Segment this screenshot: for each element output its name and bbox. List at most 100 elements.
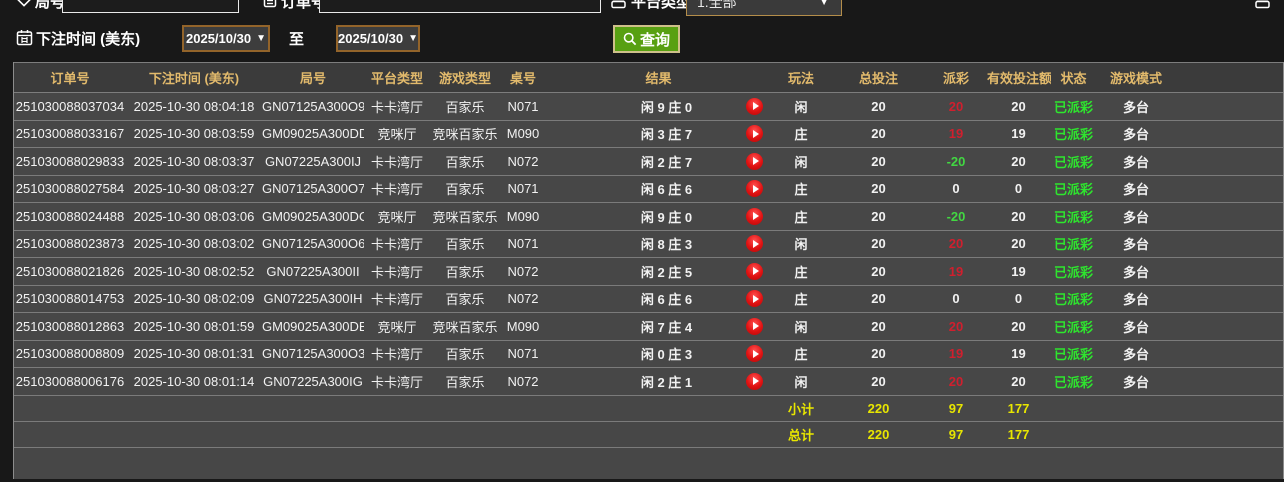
cell-bet-time: 2025-10-30 08:03:59: [126, 120, 262, 148]
cell-platform: 卡卡湾厅: [364, 340, 430, 368]
cell-platform: 卡卡湾厅: [364, 147, 430, 176]
cell-platform: 卡卡湾厅: [364, 367, 430, 396]
play-video-button[interactable]: [746, 290, 763, 308]
clipboard-icon: [262, 0, 278, 8]
table-row: 251030088037034 2025-10-30 08:04:18 GN0712…: [14, 92, 1283, 121]
cell-payout: 19: [926, 257, 986, 286]
col-header-8: 玩法: [771, 62, 831, 93]
cell-order-id: 251030088008809: [14, 340, 126, 368]
cell-total-bet: 20: [831, 340, 926, 368]
play-video-button[interactable]: [746, 262, 763, 280]
cell-filler: [1176, 147, 1283, 176]
cell-table-no: M090: [500, 120, 546, 148]
query-button-label: 查询: [640, 31, 671, 49]
cell-game-mode: 多台: [1096, 120, 1176, 148]
cell-payout: 19: [926, 120, 986, 148]
empty-row: [14, 447, 1283, 482]
play-video-button[interactable]: [746, 372, 763, 390]
query-button[interactable]: 查询: [613, 25, 681, 53]
cell-payout: 0: [926, 175, 986, 203]
cell-filler: [1176, 312, 1283, 341]
cell-platform: 竞咪厅: [364, 202, 430, 231]
platform-type-select[interactable]: 1.全部 ▼: [686, 0, 842, 16]
cell-round-id: GN07125A300O3: [262, 340, 364, 368]
cell-order-id: 251030088012863: [14, 312, 126, 341]
cell-total-bet: 20: [831, 257, 926, 286]
play-video-button[interactable]: [746, 180, 763, 198]
result-text: 闲 9 庄 0: [640, 209, 693, 225]
result-text: 闲 2 庄 1: [640, 374, 693, 390]
table-header-row: 订单号 下注时间 (美东) 局号 平台类型 游戏类型 桌号 结果 玩法 总投注 派彩 有效投注额 状态…: [14, 62, 1283, 93]
cell-game-type: 竞咪百家乐: [430, 312, 500, 341]
cell-table-no: N072: [500, 147, 546, 176]
play-video-button[interactable]: [746, 317, 763, 335]
cell-platform: 卡卡湾厅: [364, 230, 430, 258]
date-to-separator: 至: [289, 31, 305, 48]
cell-game-type: 竞咪百家乐: [430, 120, 500, 148]
platform-type-icon: [610, 0, 627, 9]
round-number-input[interactable]: [62, 0, 239, 13]
cell-game-mode: 多台: [1096, 147, 1176, 176]
cell-order-id: 251030088021826: [14, 257, 126, 286]
play-video-button[interactable]: [746, 345, 763, 363]
play-video-button[interactable]: [746, 235, 763, 253]
table-row: 251030088023873 2025-10-30 08:03:02 GN0712…: [14, 230, 1283, 258]
cell-game-mode: 多台: [1096, 312, 1176, 341]
table-row: 251030088012863 2025-10-30 08:01:59 GM0902…: [14, 312, 1283, 341]
date-to-select[interactable]: 2025/10/30 ▼: [336, 25, 420, 52]
col-header-9: 总投注: [831, 62, 926, 93]
cell-status: 已派彩: [1051, 340, 1096, 368]
play-video-button[interactable]: [746, 152, 763, 170]
cell-round-id: GN07225A300IJ: [262, 147, 364, 176]
cell-order-id: 251030088029833: [14, 147, 126, 176]
cell-result: 闲 2 庄 5: [546, 257, 771, 286]
cell-game-type: 百家乐: [430, 257, 500, 286]
cell-play: 庄: [771, 120, 831, 148]
cell-order-id: 251030088006176: [14, 367, 126, 396]
cell-table-no: N071: [500, 230, 546, 258]
col-header-2: 下注时间 (美东): [126, 62, 262, 93]
cell-game-type: 百家乐: [430, 340, 500, 368]
cell-game-type: 百家乐: [430, 147, 500, 176]
bet-records-table: 订单号 下注时间 (美东) 局号 平台类型 游戏类型 桌号 结果 玩法 总投注 派彩 有效投注额 状态…: [14, 62, 1283, 482]
total-valid-bet: 177: [986, 421, 1051, 448]
col-header-13: 游戏模式: [1096, 62, 1176, 93]
cell-bet-time: 2025-10-30 08:01:14: [126, 367, 262, 396]
play-icon: [752, 322, 759, 331]
cell-platform: 卡卡湾厅: [364, 257, 430, 286]
cell-valid-bet: 19: [986, 340, 1051, 368]
col-header-4: 平台类型: [364, 62, 430, 93]
cell-payout: 20: [926, 312, 986, 341]
cell-result: 闲 6 庄 6: [546, 285, 771, 313]
cell-total-bet: 20: [831, 285, 926, 313]
col-header-7: 结果: [546, 62, 771, 93]
play-video-button[interactable]: [746, 207, 763, 225]
play-icon: [752, 102, 759, 111]
cell-result: 闲 0 庄 3: [546, 340, 771, 368]
cell-table-no: M090: [500, 202, 546, 231]
cell-total-bet: 20: [831, 92, 926, 121]
cell-result: 闲 8 庄 3: [546, 230, 771, 258]
cell-filler: [1176, 340, 1283, 368]
chevron-down-icon: ▼: [256, 33, 266, 44]
play-video-button[interactable]: [746, 125, 763, 143]
order-number-input[interactable]: [319, 0, 601, 13]
result-text: 闲 8 庄 3: [640, 237, 693, 253]
cell-filler: [1176, 175, 1283, 203]
cell-filler: [1176, 285, 1283, 313]
cell-game-type: 百家乐: [430, 367, 500, 396]
cell-total-bet: 20: [831, 175, 926, 203]
subtotal-label: 小计: [771, 395, 831, 422]
cell-play: 闲: [771, 367, 831, 396]
date-from-select[interactable]: 2025/10/30 ▼: [182, 25, 270, 52]
table-row: 251030088027584 2025-10-30 08:03:27 GN0712…: [14, 175, 1283, 203]
play-video-button[interactable]: [746, 97, 763, 115]
cell-result: 闲 2 庄 1: [546, 367, 771, 396]
cell-valid-bet: 20: [986, 367, 1051, 396]
cell-bet-time: 2025-10-30 08:02:52: [126, 257, 262, 286]
cell-status: 已派彩: [1051, 312, 1096, 341]
cell-result: 闲 7 庄 4: [546, 312, 771, 341]
cell-table-no: N072: [500, 285, 546, 313]
table-row: 251030088008809 2025-10-30 08:01:31 GN0712…: [14, 340, 1283, 368]
cell-game-type: 百家乐: [430, 175, 500, 203]
